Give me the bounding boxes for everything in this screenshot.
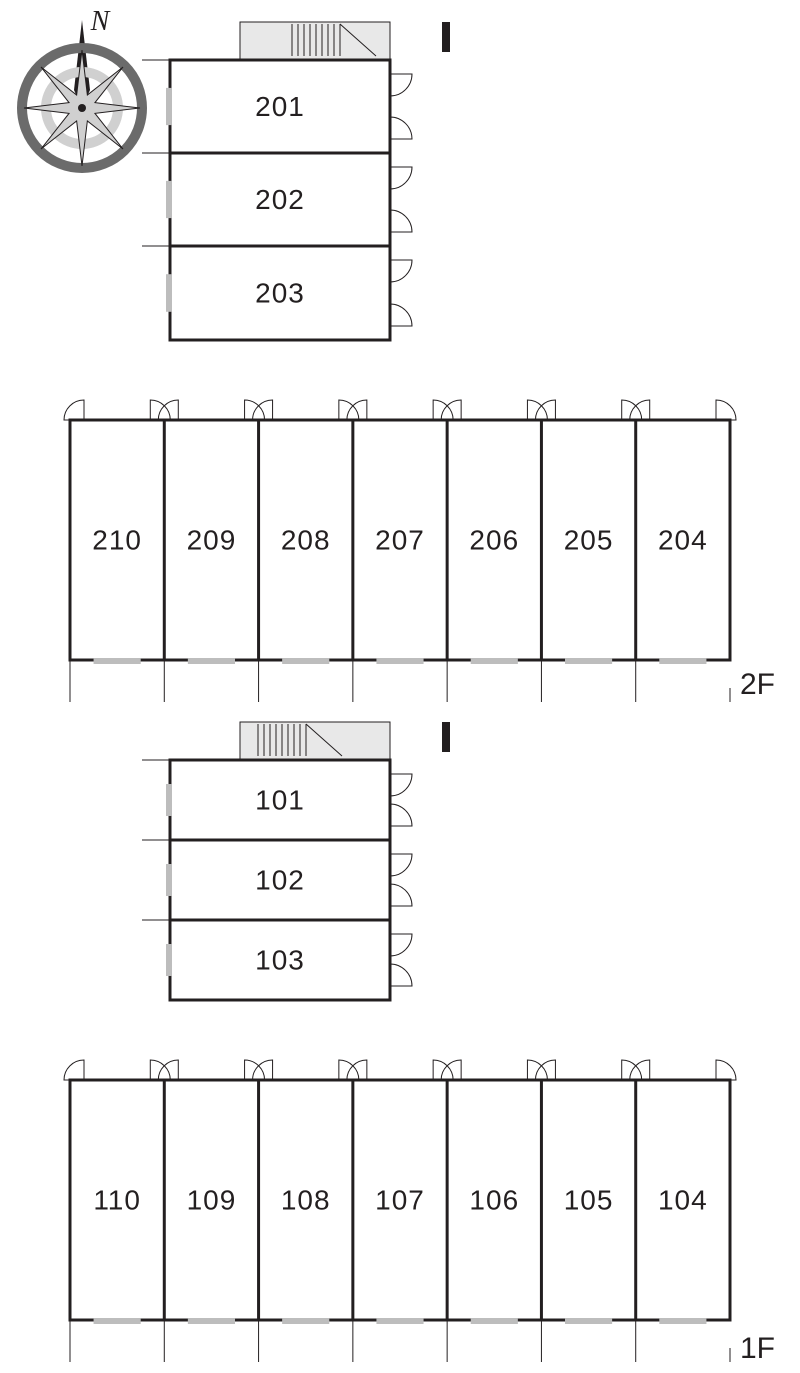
room-label: 107 — [375, 1184, 425, 1215]
door-swing-icon — [390, 774, 412, 796]
room-label: 205 — [564, 524, 614, 555]
door-swing-icon — [64, 400, 84, 420]
door-swing-icon — [390, 804, 412, 826]
door-swing-icon — [390, 210, 412, 232]
stair-landing — [240, 722, 390, 760]
room-label: 103 — [255, 944, 305, 975]
room-label: 104 — [658, 1184, 708, 1215]
entry-marker — [442, 722, 450, 752]
room-label: 202 — [255, 184, 305, 215]
room-label: 110 — [93, 1184, 141, 1215]
room-label: 105 — [564, 1184, 614, 1215]
room-label: 106 — [469, 1184, 519, 1215]
room-label: 109 — [187, 1184, 237, 1215]
floor-plan-diagram: N2012022032102092082072062052042F1011021… — [0, 0, 800, 1373]
compass-north-label: N — [90, 6, 111, 37]
room-label: 203 — [255, 277, 305, 308]
room-label: 207 — [375, 524, 425, 555]
floor-2F: 201 202 203 210 209 208 207 206 205 204 — [64, 22, 736, 702]
door-swing-icon — [390, 934, 412, 956]
room-label: 201 — [255, 91, 305, 122]
room-label: 204 — [658, 524, 708, 555]
door-swing-icon — [390, 260, 412, 282]
floor-label: 2F — [740, 668, 775, 701]
door-swing-icon — [390, 117, 412, 139]
door-swing-icon — [390, 74, 412, 96]
door-swing-icon — [716, 400, 736, 420]
door-swing-icon — [390, 854, 412, 876]
door-swing-icon — [390, 304, 412, 326]
door-swing-icon — [390, 964, 412, 986]
floor-label: 1F — [740, 1332, 775, 1365]
entry-marker — [442, 22, 450, 52]
stair-landing — [240, 22, 390, 60]
room-label: 206 — [469, 524, 519, 555]
door-swing-icon — [64, 1060, 84, 1080]
room-label: 210 — [92, 524, 142, 555]
room-label: 108 — [281, 1184, 331, 1215]
door-swing-icon — [716, 1060, 736, 1080]
room-label: 102 — [255, 864, 305, 895]
floor-1F: 101 102 103 110 109 108 107 106 105 104 — [64, 722, 736, 1362]
compass-rose-icon: N — [22, 6, 142, 168]
door-swing-icon — [390, 884, 412, 906]
door-swing-icon — [390, 167, 412, 189]
room-label: 209 — [187, 524, 237, 555]
room-label: 208 — [281, 524, 331, 555]
room-label: 101 — [255, 784, 305, 815]
